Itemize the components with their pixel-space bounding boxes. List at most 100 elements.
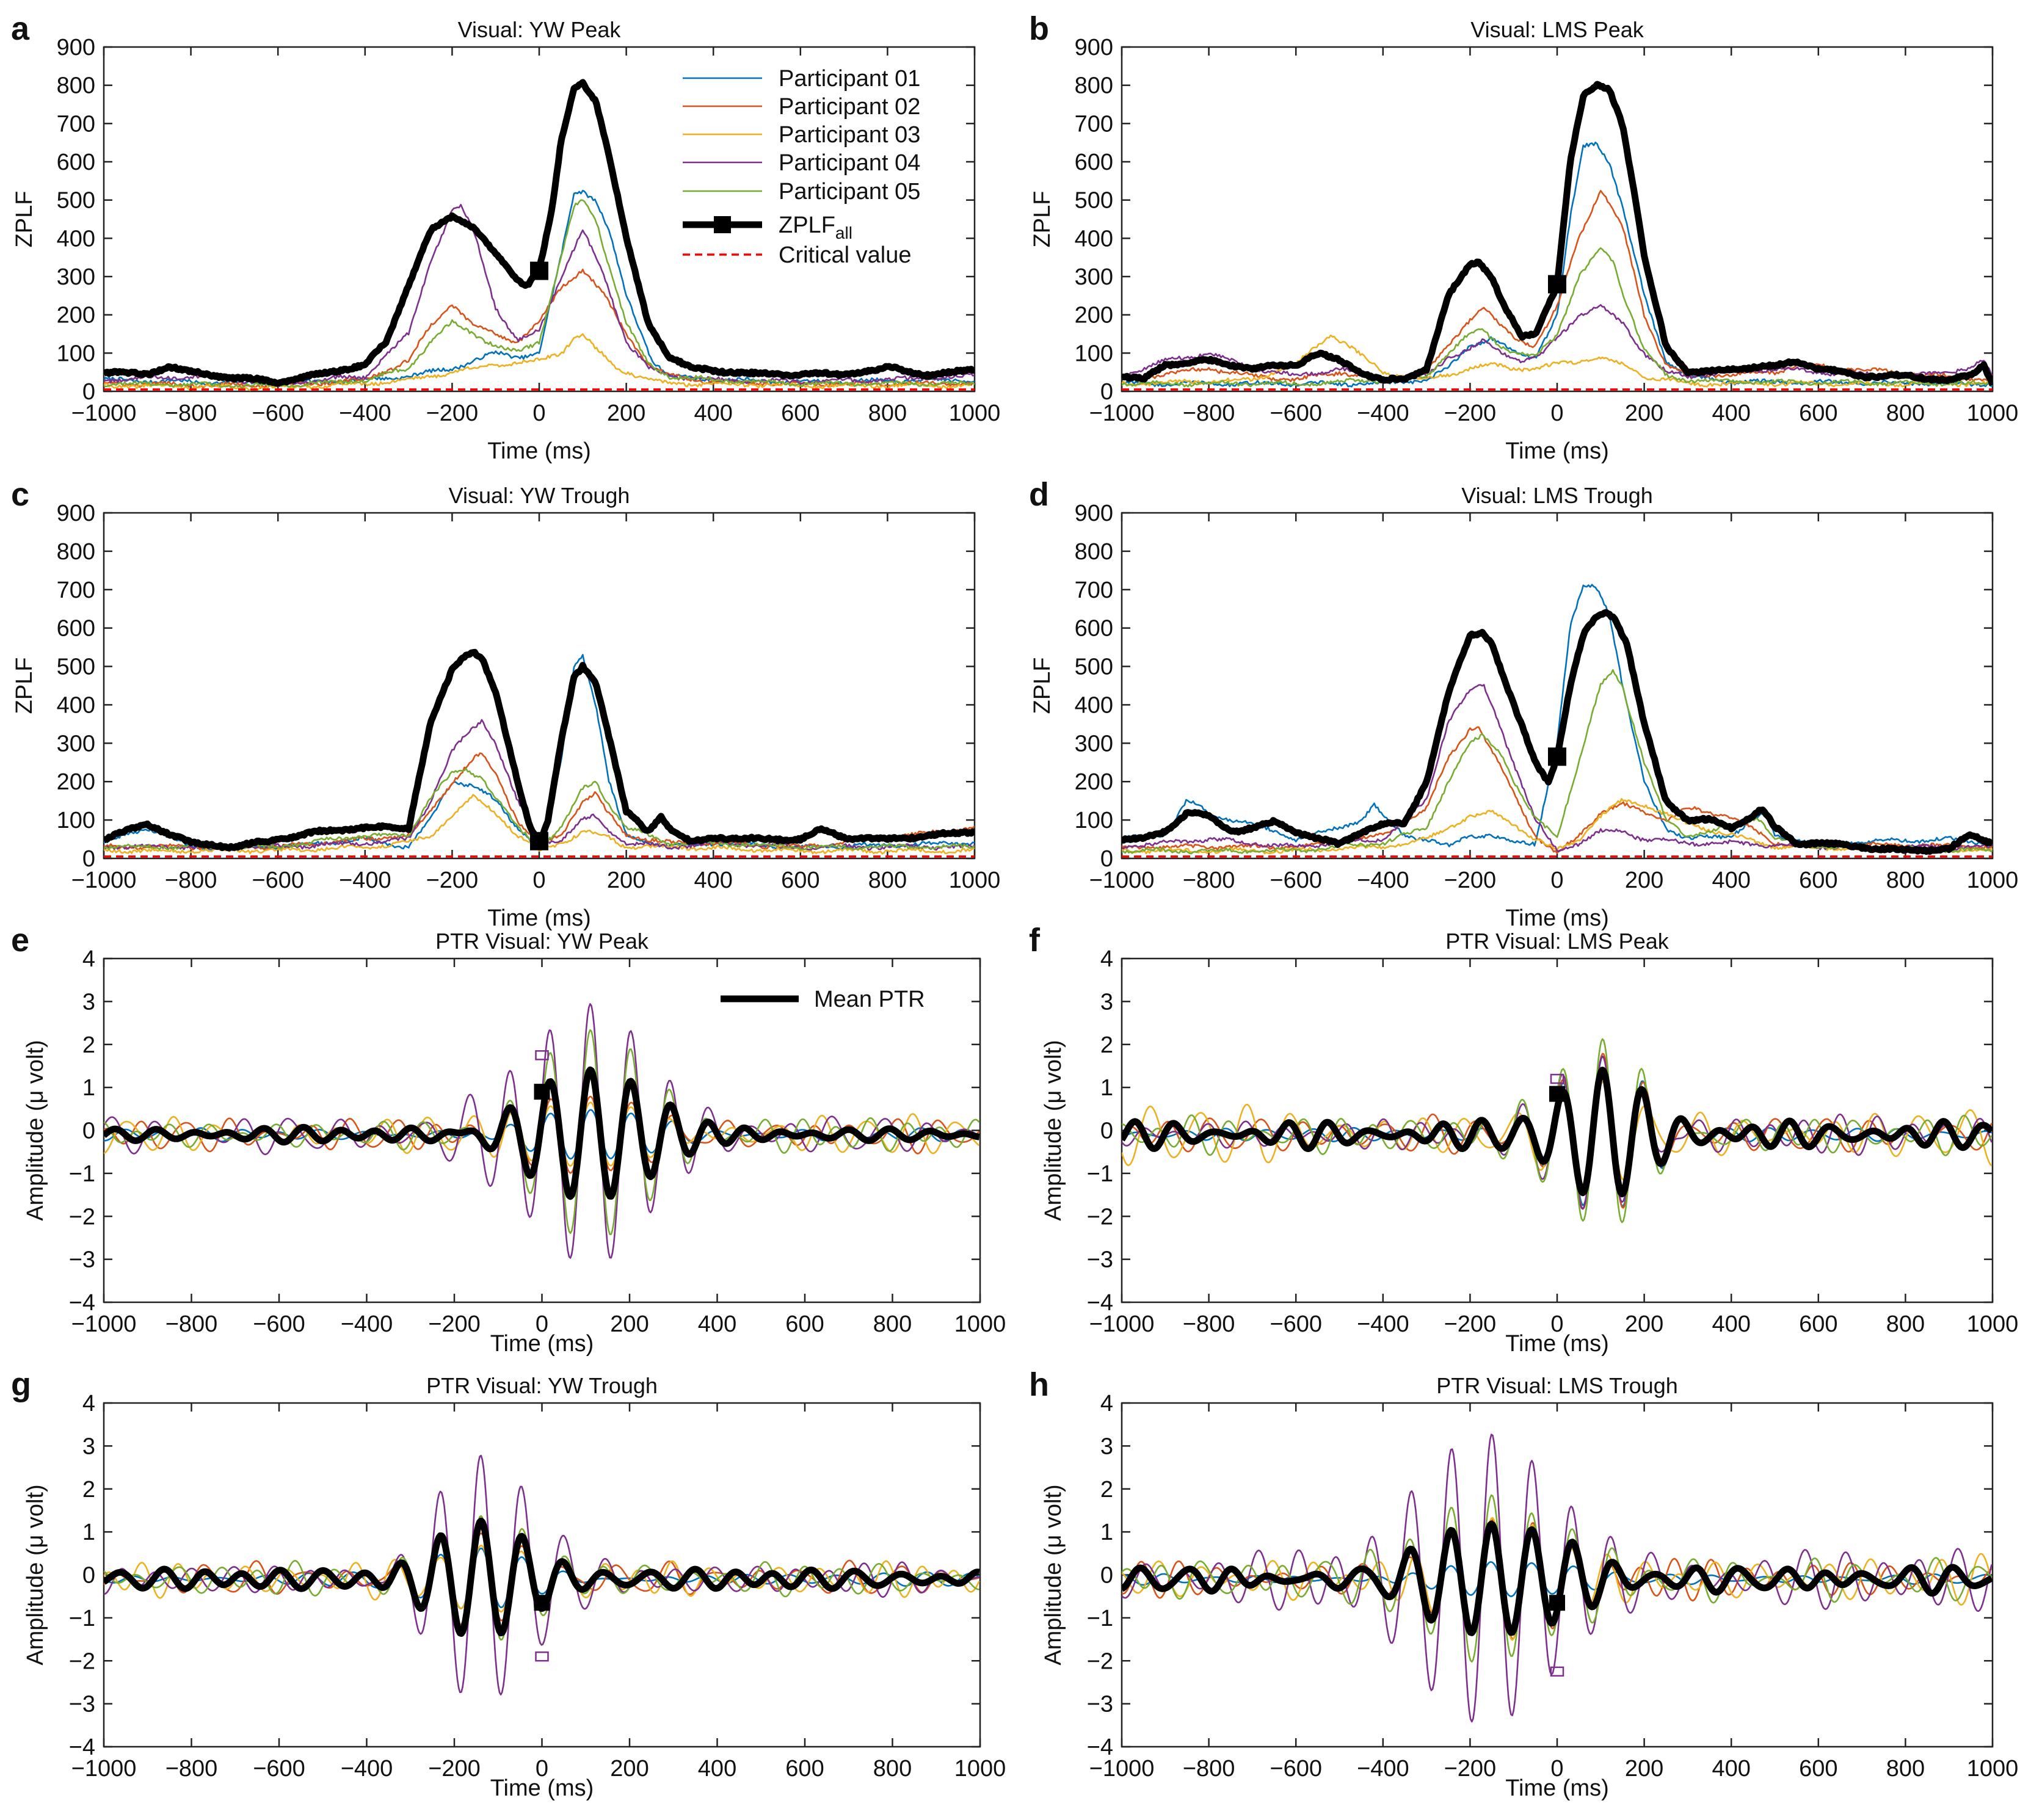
y-tick-label: 300 (1075, 731, 1113, 756)
x-tick-label: −400 (339, 868, 391, 893)
y-tick-label: −3 (1087, 1247, 1113, 1273)
x-tick-label: 800 (1886, 401, 1925, 426)
panel-letter: g (11, 1366, 31, 1403)
x-tick-label: 600 (781, 868, 819, 893)
y-tick-label: 200 (57, 303, 95, 328)
zplf-marker (1548, 275, 1566, 294)
y-tick-label: 1 (82, 1075, 95, 1101)
legend-label-all-main: ZPLF (779, 212, 835, 238)
y-tick-label: 200 (1075, 303, 1113, 328)
y-tick-label: 500 (1075, 654, 1113, 680)
series-line-p03 (104, 794, 975, 855)
x-tick-label: 400 (698, 1311, 736, 1337)
panel-letter: c (11, 476, 29, 513)
y-tick-label: −1 (69, 1606, 95, 1631)
x-tick-label: 600 (781, 401, 819, 426)
x-tick-label: 0 (536, 1756, 548, 1782)
x-tick-label: 1000 (949, 401, 1001, 426)
y-tick-label: 1 (1100, 1520, 1113, 1545)
y-axis-label: ZPLF (1030, 658, 1055, 714)
y-tick-label: 800 (1075, 539, 1113, 565)
y-tick-label: 2 (82, 1477, 95, 1503)
participant-04-marker (1550, 1666, 1564, 1677)
x-tick-label: −1000 (71, 1311, 137, 1337)
y-tick-label: 100 (1075, 808, 1113, 833)
y-tick-label: 600 (57, 616, 95, 642)
panel-h: h PTR Visual: LMS Trough−1000 −800 −600 −400… (1029, 1366, 2018, 1801)
y-tick-label: 900 (57, 501, 95, 526)
x-axis-label: Time (ms) (490, 1775, 594, 1801)
x-tick-label: 600 (785, 1756, 824, 1782)
x-tick-label: 600 (1799, 1311, 1837, 1337)
x-tick-label: 1000 (1967, 868, 2019, 893)
x-tick-label: −1000 (1089, 868, 1155, 893)
x-tick-label: −1000 (71, 401, 137, 426)
plot-area (1122, 81, 1993, 391)
series-line-p04 (1122, 1434, 1993, 1723)
x-tick-label: 600 (785, 1311, 824, 1337)
series-line-all (1122, 1520, 1993, 1636)
y-tick-label: 100 (57, 808, 95, 833)
panel-letter: d (1029, 476, 1049, 513)
y-tick-label: 600 (57, 150, 95, 175)
ptr-legend: Mean PTR (721, 987, 925, 1012)
chart-title: Visual: YW Trough (449, 483, 630, 508)
x-tick-label: 200 (610, 1756, 649, 1782)
plot-area (1122, 584, 1993, 858)
panel-g: g PTR Visual: YW Trough−1000 −800 −600 −400−… (11, 1366, 1006, 1801)
series-line-all (104, 1517, 980, 1637)
series-line-p01 (104, 189, 975, 387)
axes-frame (103, 512, 976, 860)
y-tick-label: −4 (1087, 1290, 1113, 1316)
y-tick-label: 100 (1075, 341, 1113, 366)
y-tick-label: 500 (57, 654, 95, 680)
x-tick-label: 0 (1550, 401, 1563, 426)
y-tick-label: −4 (1087, 1735, 1113, 1760)
x-tick-label: 200 (607, 868, 645, 893)
x-tick-label: −400 (1357, 1311, 1409, 1337)
x-tick-label: −400 (1357, 401, 1409, 426)
y-axis-label: ZPLF (1030, 191, 1055, 248)
series-line-p03 (1122, 334, 1993, 388)
legend-label-p02: Participant 02 (779, 94, 920, 120)
x-tick-label: −200 (428, 1311, 481, 1337)
y-tick-label: 3 (1100, 989, 1113, 1015)
chart-title: PTR Visual: YW Peak (435, 929, 649, 954)
y-tick-label: 1 (82, 1520, 95, 1545)
x-tick-label: 800 (1886, 1311, 1925, 1337)
y-tick-label: 200 (1075, 769, 1113, 795)
x-tick-label: −200 (426, 868, 479, 893)
series-line-all (104, 648, 975, 852)
x-axis-label: Time (ms) (1505, 438, 1609, 464)
legend-label-p05: Participant 05 (779, 179, 920, 205)
y-tick-label: −2 (69, 1204, 95, 1230)
x-tick-label: −1000 (1089, 1756, 1155, 1782)
y-tick-label: 400 (57, 692, 95, 718)
y-tick-label: 500 (57, 188, 95, 214)
x-tick-label: 1000 (1967, 1311, 2019, 1337)
x-tick-label: −400 (339, 401, 391, 426)
x-tick-label: −800 (165, 401, 217, 426)
x-tick-label: −1000 (1089, 1311, 1155, 1337)
y-axis-label: ZPLF (12, 658, 37, 714)
panel-letter: f (1029, 922, 1041, 959)
x-tick-label: 800 (1886, 1756, 1925, 1782)
x-tick-label: −1000 (71, 868, 137, 893)
x-tick-label: 0 (536, 1311, 548, 1337)
y-tick-label: 4 (82, 946, 95, 972)
y-tick-label: 700 (1075, 111, 1113, 137)
x-tick-label: 1000 (1967, 401, 2019, 426)
x-tick-label: −200 (1444, 401, 1497, 426)
x-tick-label: 800 (868, 401, 907, 426)
panel-letter: a (11, 10, 30, 47)
x-tick-label: −800 (165, 868, 217, 893)
y-tick-label: 3 (82, 989, 95, 1015)
x-tick-label: −600 (1270, 401, 1322, 426)
chart-title: PTR Visual: LMS Peak (1445, 929, 1669, 954)
x-tick-label: −600 (253, 1756, 305, 1782)
y-tick-label: 400 (1075, 226, 1113, 252)
legend-marker-all (714, 216, 731, 233)
plot-area (104, 1454, 980, 1695)
chart-title: Visual: LMS Trough (1461, 483, 1653, 508)
